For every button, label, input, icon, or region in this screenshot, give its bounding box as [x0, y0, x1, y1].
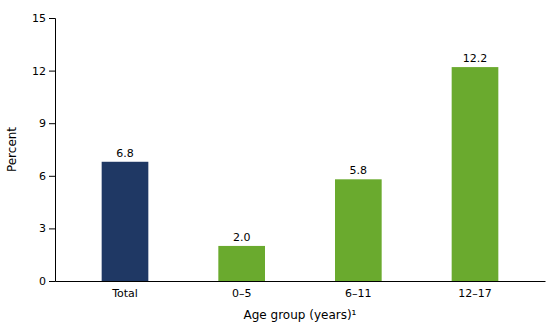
axis-line [56, 281, 546, 282]
data-labels: 6.8 2.0 5.8 12.2 [116, 52, 487, 244]
data-label: 5.8 [350, 164, 368, 177]
tick: 0–5 [232, 287, 252, 300]
axis-line [49, 19, 56, 282]
data-label: 6.8 [116, 147, 134, 160]
tick: 12 [32, 65, 55, 78]
y-axis: 0 3 6 9 12 15 [32, 12, 56, 288]
tick: 6–11 [345, 287, 372, 300]
bars [102, 67, 499, 281]
tick-mark [49, 18, 55, 19]
bar [335, 179, 382, 281]
tick-label: 12–17 [458, 287, 492, 300]
tick-label: Total [111, 287, 138, 300]
y-axis-title: Percent [5, 127, 19, 172]
tick-label: 12 [32, 65, 46, 78]
tick-mark [49, 228, 55, 229]
tick-mark [49, 281, 55, 282]
tick-mark [49, 176, 55, 177]
tick: 12–17 [458, 287, 492, 300]
data-label: 2.0 [233, 231, 251, 244]
tick-label: 0 [39, 275, 46, 288]
chart: 0 3 6 9 12 15 Total 0–5 6–11 12–17 6.8 2.0 5.8 12.2 Ag… [0, 0, 560, 329]
tick: 15 [32, 12, 55, 25]
data-label: 12.2 [463, 52, 488, 65]
tick: 9 [39, 117, 55, 130]
tick-mark [49, 71, 55, 72]
bar [102, 162, 149, 281]
x-axis: Total 0–5 6–11 12–17 [56, 282, 546, 300]
tick: 3 [39, 222, 55, 235]
tick-mark [49, 123, 55, 124]
plot: 0 3 6 9 12 15 Total 0–5 6–11 12–17 6.8 2.0 5.8 12.2 [32, 12, 546, 300]
tick: 6 [39, 170, 55, 183]
tick: 0 [39, 275, 55, 288]
bar [218, 246, 265, 281]
bar [452, 67, 499, 281]
tick-label: 0–5 [232, 287, 252, 300]
tick-label: 6–11 [345, 287, 372, 300]
tick-label: 9 [39, 117, 46, 130]
tick-label: 6 [39, 170, 46, 183]
tick: Total [111, 287, 138, 300]
tick-label: 15 [32, 12, 46, 25]
tick-label: 3 [39, 222, 46, 235]
x-axis-title: Age group (years)¹ [244, 308, 357, 322]
